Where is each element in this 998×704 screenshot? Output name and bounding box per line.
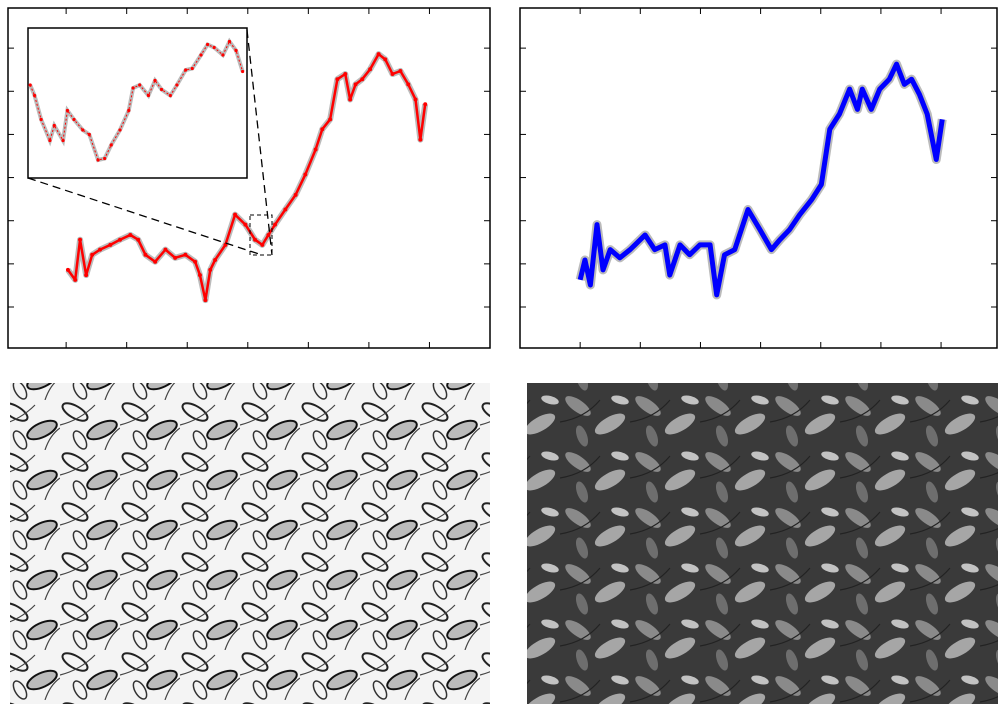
inset-point: [241, 69, 245, 74]
inset-point: [81, 128, 85, 132]
series-shadow: [575, 59, 947, 300]
series-point: [163, 247, 168, 252]
series-point: [313, 147, 318, 152]
series-point: [153, 259, 158, 264]
inset-point: [205, 42, 210, 47]
series-point: [118, 237, 123, 242]
series-point: [213, 257, 218, 262]
zoom-connector: [246, 29, 273, 256]
series-point: [90, 252, 95, 257]
inset-point: [109, 143, 113, 147]
inset-point: [103, 156, 107, 161]
series-point: [343, 72, 348, 77]
series-point: [203, 298, 208, 303]
inset-point: [61, 138, 65, 143]
leaf-photo: [527, 383, 998, 704]
series-point: [328, 117, 333, 122]
series-point: [78, 237, 83, 242]
inset-point: [52, 123, 56, 128]
series-point: [320, 127, 325, 132]
series-point: [376, 52, 381, 57]
series-point: [406, 82, 411, 87]
inset-point: [39, 117, 43, 122]
series-point: [98, 247, 103, 252]
edge-image: [10, 383, 490, 704]
series-point: [368, 67, 373, 72]
series-point: [335, 77, 340, 82]
inset-point: [190, 66, 194, 71]
inset-point: [221, 53, 225, 57]
inset-point: [131, 86, 135, 90]
series-point: [108, 242, 113, 247]
series-point: [266, 232, 271, 237]
inset-point: [138, 83, 142, 87]
series-point: [243, 222, 248, 227]
series-point: [143, 252, 148, 257]
inset-point: [175, 83, 179, 87]
inset-point: [65, 108, 70, 113]
series-point: [348, 97, 353, 102]
series-point: [65, 267, 70, 272]
series-point: [128, 232, 133, 237]
inset-point: [127, 108, 131, 113]
series-point: [260, 242, 265, 247]
inset-point: [118, 128, 122, 132]
series-point: [73, 277, 78, 282]
series-point: [173, 255, 178, 260]
series-point: [413, 97, 418, 102]
series-point: [273, 222, 278, 227]
series-point: [233, 212, 238, 217]
series-line: [577, 61, 945, 298]
series-point: [303, 172, 308, 177]
inset-point: [184, 68, 188, 72]
series-point: [84, 273, 89, 278]
series-point: [253, 237, 258, 242]
inset-point: [48, 138, 52, 143]
inset-point: [159, 87, 164, 92]
series-point: [193, 259, 198, 264]
series-point: [283, 207, 288, 212]
inset-point: [28, 83, 32, 87]
inset-point: [227, 39, 232, 44]
inset-point: [168, 93, 172, 98]
inset-point: [32, 93, 37, 98]
inset-point: [87, 132, 91, 137]
inset-point: [212, 45, 216, 50]
series-point: [423, 102, 428, 107]
series-point: [293, 192, 298, 197]
series-point: [136, 237, 141, 242]
series-point: [418, 137, 423, 142]
inset-point: [96, 158, 100, 162]
zoom-connector: [27, 177, 263, 256]
inset-point: [153, 78, 157, 83]
inset-frame: [27, 27, 248, 179]
inset-point: [199, 53, 203, 57]
inset-point: [72, 117, 76, 122]
series-point: [390, 72, 395, 77]
series-point: [383, 57, 388, 62]
series-point: [183, 252, 188, 257]
series-point: [353, 82, 358, 87]
series-point: [398, 68, 403, 73]
series-point: [197, 273, 202, 278]
series-point: [360, 77, 365, 82]
series-point: [208, 267, 213, 272]
inset-point: [146, 93, 151, 98]
inset-point: [234, 48, 238, 53]
zoom-box: [249, 214, 273, 256]
plot-frame: [519, 7, 998, 349]
